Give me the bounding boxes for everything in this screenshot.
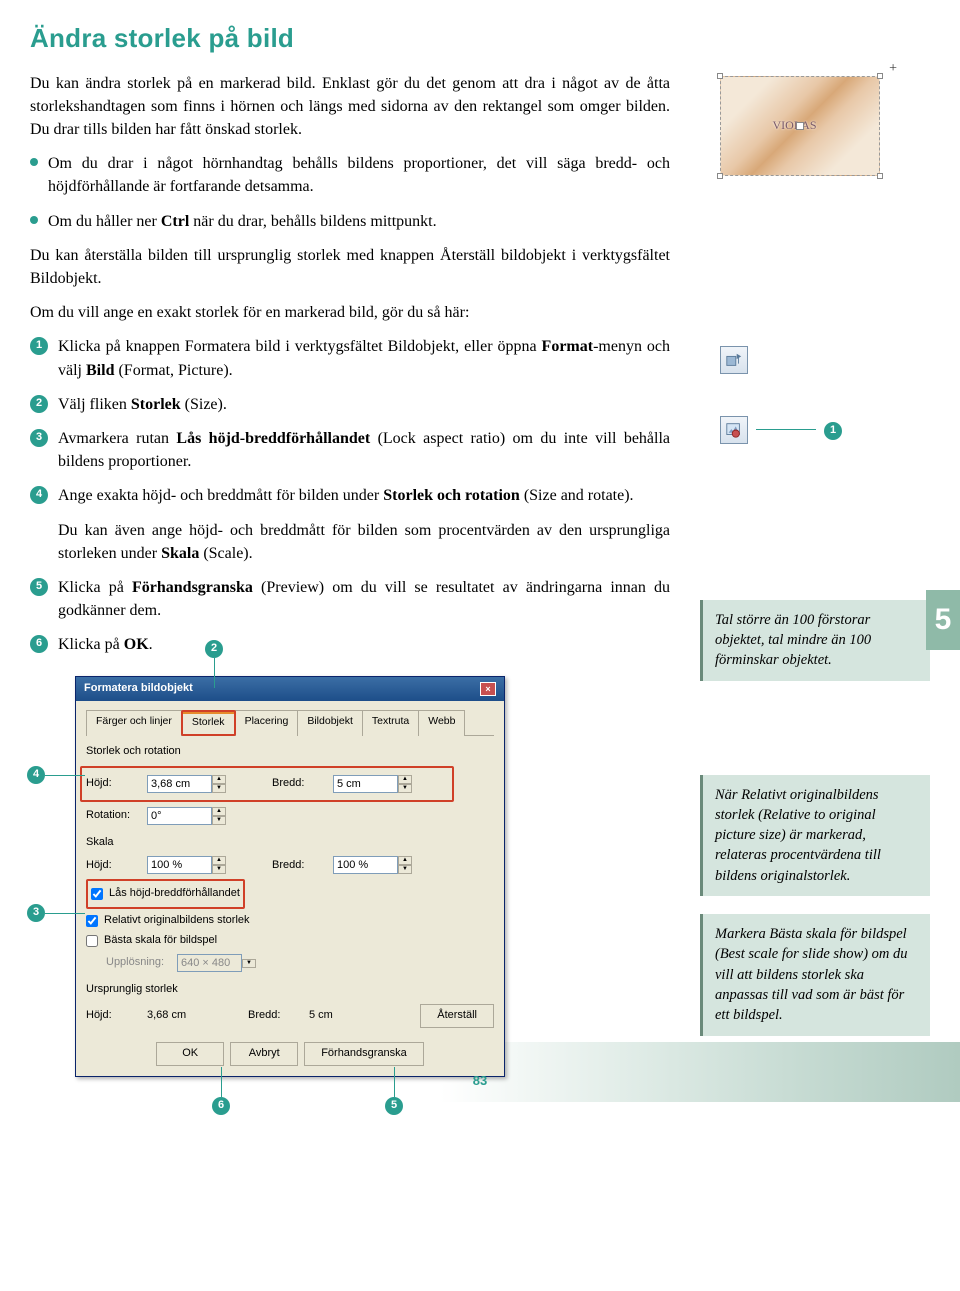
callout-badge-4: 4 (27, 766, 45, 784)
step-1: Klicka på knappen Formatera bild i verkt… (58, 335, 670, 381)
reset-image-icon[interactable] (720, 346, 748, 374)
step-badge-5: 5 (30, 578, 48, 596)
dialog-titlebar[interactable]: Formatera bildobjekt× (76, 677, 504, 701)
ok-button[interactable]: OK (156, 1042, 224, 1066)
resolution-input (177, 954, 242, 972)
checkbox-best-scale[interactable]: Bästa skala för bildspel (86, 933, 494, 949)
callout-badge-1: 1 (824, 422, 842, 440)
callout-badge-2: 2 (205, 640, 223, 658)
preview-button[interactable]: Förhandsgranska (304, 1042, 424, 1066)
callout-badge-5: 5 (385, 1097, 403, 1115)
step-badge-2: 2 (30, 395, 48, 413)
step-3: Avmarkera rutan Lås höjd-breddförhålland… (58, 427, 670, 473)
tab-colors[interactable]: Färger och linjer (86, 710, 182, 735)
intro-paragraph: Du kan ändra storlek på en markerad bild… (30, 72, 670, 142)
selected-image-illustration: VIOLAS + (720, 76, 880, 176)
bullet-2: Om du håller ner Ctrl när du drar, behål… (30, 210, 670, 233)
callout-badge-6: 6 (212, 1097, 230, 1115)
step-5: Klicka på Förhandsgranska (Preview) om d… (58, 576, 670, 622)
step-4-extra: Du kan även ange höjd- och breddmått för… (58, 519, 670, 565)
cancel-button[interactable]: Avbryt (230, 1042, 298, 1066)
width-spinner[interactable]: ▲▼ (333, 775, 412, 793)
tip-relative: När Relativt originalbildens storlek (Re… (700, 775, 930, 896)
tab-picture[interactable]: Bildobjekt (297, 710, 363, 735)
step-badge-3: 3 (30, 429, 48, 447)
step-2: Välj fliken Storlek (Size). (58, 393, 670, 416)
rotation-spinner[interactable]: ▲▼ (147, 807, 226, 825)
step-badge-1: 1 (30, 337, 48, 355)
label-height: Höjd: (86, 776, 141, 792)
tab-textbox[interactable]: Textruta (362, 710, 419, 735)
step-6: Klicka på OK. (58, 633, 670, 656)
page-heading: Ändra storlek på bild (30, 20, 930, 58)
step-badge-4: 4 (30, 486, 48, 504)
label-rotation: Rotation: (86, 808, 141, 824)
dialog-tabs: Färger och linjer Storlek Placering Bild… (86, 709, 494, 735)
checkbox-relative-original[interactable]: Relativt originalbildens storlek (86, 913, 494, 929)
label-width: Bredd: (272, 776, 327, 792)
scale-height-spinner[interactable]: ▲▼ (147, 856, 226, 874)
scale-width-spinner[interactable]: ▲▼ (333, 856, 412, 874)
label-resolution: Upplösning: (106, 955, 171, 971)
tab-position[interactable]: Placering (235, 710, 299, 735)
paragraph-exact: Om du vill ange en exakt storlek för en … (30, 301, 670, 324)
callout-badge-3: 3 (27, 904, 45, 922)
tab-size[interactable]: Storlek (181, 710, 236, 735)
group-original-size: Ursprunglig storlek (86, 982, 494, 998)
chapter-number: 5 (926, 590, 960, 650)
tab-web[interactable]: Webb (418, 710, 465, 735)
format-picture-icon[interactable] (720, 416, 748, 444)
reset-button[interactable]: Återställ (420, 1004, 494, 1028)
step-4: Ange exakta höjd- och breddmått för bild… (58, 484, 670, 507)
page-number: 83 (473, 1072, 487, 1091)
height-spinner[interactable]: ▲▼ (147, 775, 226, 793)
tip-best-scale: Markera Bästa skala för bild­spel (Best … (700, 914, 930, 1035)
paragraph-reset: Du kan återställa bilden till ursprungli… (30, 244, 670, 290)
group-size-rotation: Storlek och rotation (86, 744, 494, 760)
bullet-1: Om du drar i något hörnhandtag behålls b… (30, 152, 670, 198)
close-icon[interactable]: × (480, 682, 496, 696)
group-scale: Skala (86, 835, 494, 851)
tip-scale: Tal större än 100 förstorar objektet, ta… (700, 600, 930, 681)
checkbox-lock-aspect[interactable]: Lås höjd-breddförhållandet (91, 886, 240, 902)
step-badge-6: 6 (30, 635, 48, 653)
format-dialog: Formatera bildobjekt× Färger och linjer … (75, 676, 505, 1077)
